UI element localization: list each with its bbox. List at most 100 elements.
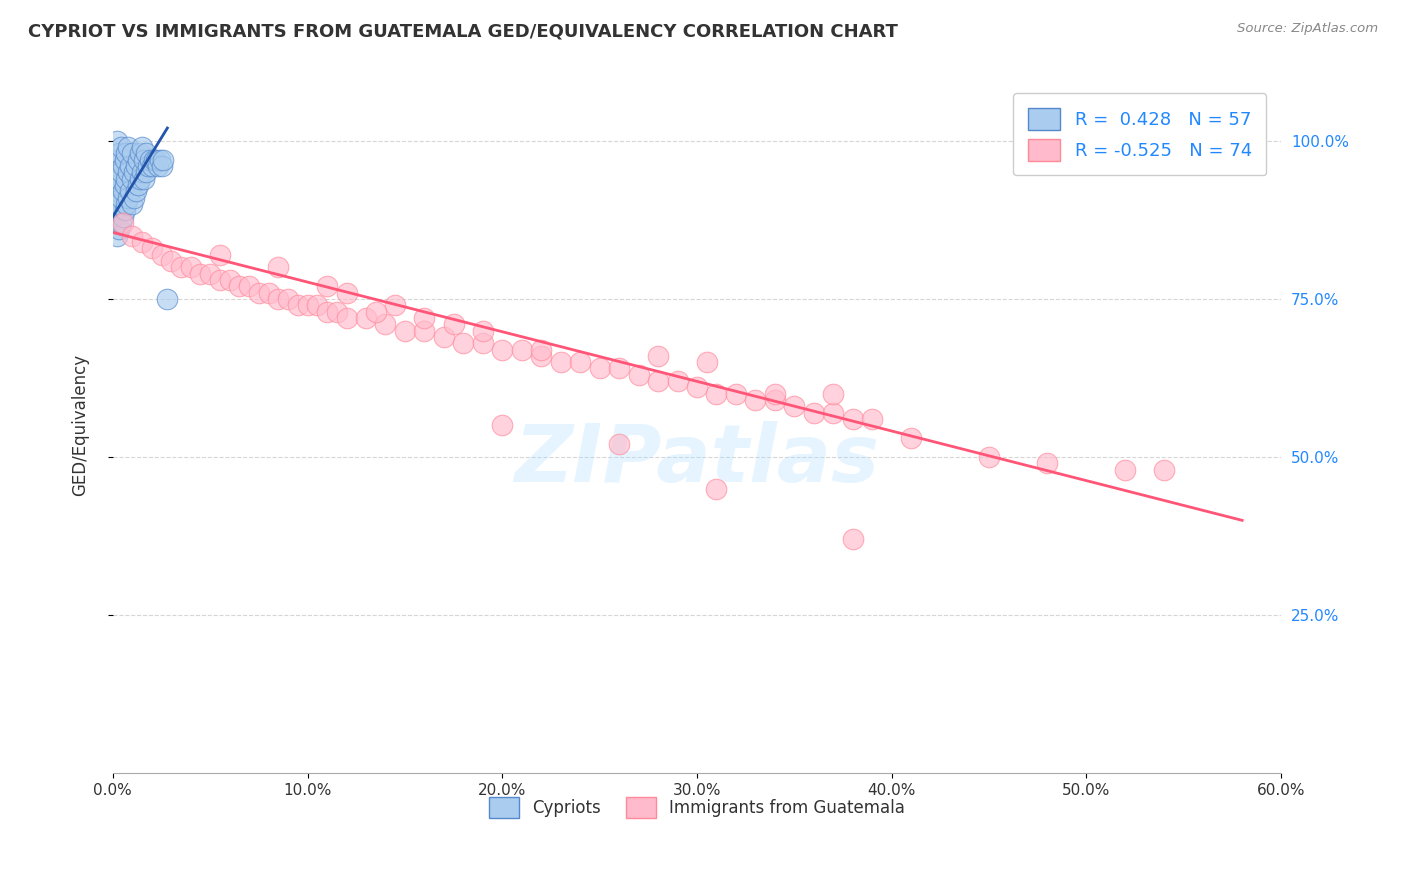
Point — [666, 374, 689, 388]
Point — [686, 380, 709, 394]
Point — [104, 159, 127, 173]
Y-axis label: GED/Equivalency: GED/Equivalency — [72, 354, 89, 497]
Point — [105, 228, 128, 243]
Point — [569, 355, 592, 369]
Point — [228, 279, 250, 293]
Point — [706, 482, 728, 496]
Point — [156, 292, 179, 306]
Point — [117, 140, 139, 154]
Point — [121, 228, 143, 243]
Point — [190, 267, 212, 281]
Point — [114, 203, 136, 218]
Point — [117, 165, 139, 179]
Point — [127, 153, 149, 167]
Point — [110, 216, 132, 230]
Point — [160, 254, 183, 268]
Point — [125, 184, 148, 198]
Point — [110, 191, 132, 205]
Point — [1153, 463, 1175, 477]
Point — [146, 159, 169, 173]
Point — [247, 285, 270, 300]
Point — [129, 171, 152, 186]
Point — [107, 146, 129, 161]
Point — [107, 197, 129, 211]
Text: CYPRIOT VS IMMIGRANTS FROM GUATEMALA GED/EQUIVALENCY CORRELATION CHART: CYPRIOT VS IMMIGRANTS FROM GUATEMALA GED… — [28, 22, 898, 40]
Point — [111, 159, 134, 173]
Point — [384, 298, 406, 312]
Point — [744, 393, 766, 408]
Point — [307, 298, 329, 312]
Point — [374, 317, 396, 331]
Point — [900, 431, 922, 445]
Point — [170, 260, 193, 275]
Point — [104, 184, 127, 198]
Point — [297, 298, 319, 312]
Point — [491, 418, 513, 433]
Point — [110, 140, 132, 154]
Point — [105, 153, 128, 167]
Point — [131, 140, 153, 154]
Point — [180, 260, 202, 275]
Point — [763, 386, 786, 401]
Point — [413, 310, 436, 325]
Point — [105, 134, 128, 148]
Point — [115, 197, 138, 211]
Point — [107, 171, 129, 186]
Point — [433, 330, 456, 344]
Text: ZIPatlas: ZIPatlas — [515, 421, 880, 500]
Point — [783, 400, 806, 414]
Point — [200, 267, 222, 281]
Point — [105, 178, 128, 192]
Point — [842, 533, 865, 547]
Point — [150, 247, 173, 261]
Point — [120, 184, 142, 198]
Point — [132, 153, 155, 167]
Point — [394, 324, 416, 338]
Point — [104, 210, 127, 224]
Point — [530, 343, 553, 357]
Text: Source: ZipAtlas.com: Source: ZipAtlas.com — [1237, 22, 1378, 36]
Point — [471, 324, 494, 338]
Point — [471, 336, 494, 351]
Point — [842, 412, 865, 426]
Point — [135, 165, 157, 179]
Point — [122, 191, 145, 205]
Point — [354, 310, 377, 325]
Point — [326, 304, 349, 318]
Point — [335, 285, 357, 300]
Point — [860, 412, 883, 426]
Point — [267, 260, 290, 275]
Point — [115, 171, 138, 186]
Point — [132, 171, 155, 186]
Point — [136, 159, 159, 173]
Point — [131, 165, 153, 179]
Point — [131, 235, 153, 249]
Point — [647, 374, 669, 388]
Point — [208, 273, 231, 287]
Point — [125, 159, 148, 173]
Point — [335, 310, 357, 325]
Point — [1114, 463, 1136, 477]
Point — [491, 343, 513, 357]
Point — [141, 241, 163, 255]
Point — [823, 406, 845, 420]
Point — [550, 355, 572, 369]
Point — [121, 171, 143, 186]
Point — [706, 386, 728, 401]
Point — [267, 292, 290, 306]
Point — [364, 304, 387, 318]
Point — [257, 285, 280, 300]
Point — [647, 349, 669, 363]
Point — [803, 406, 825, 420]
Point — [139, 153, 162, 167]
Point — [129, 146, 152, 161]
Point — [277, 292, 299, 306]
Point — [111, 216, 134, 230]
Point — [218, 273, 240, 287]
Point — [316, 304, 339, 318]
Point — [530, 349, 553, 363]
Point — [120, 159, 142, 173]
Point — [142, 153, 165, 167]
Point — [110, 165, 132, 179]
Point — [121, 146, 143, 161]
